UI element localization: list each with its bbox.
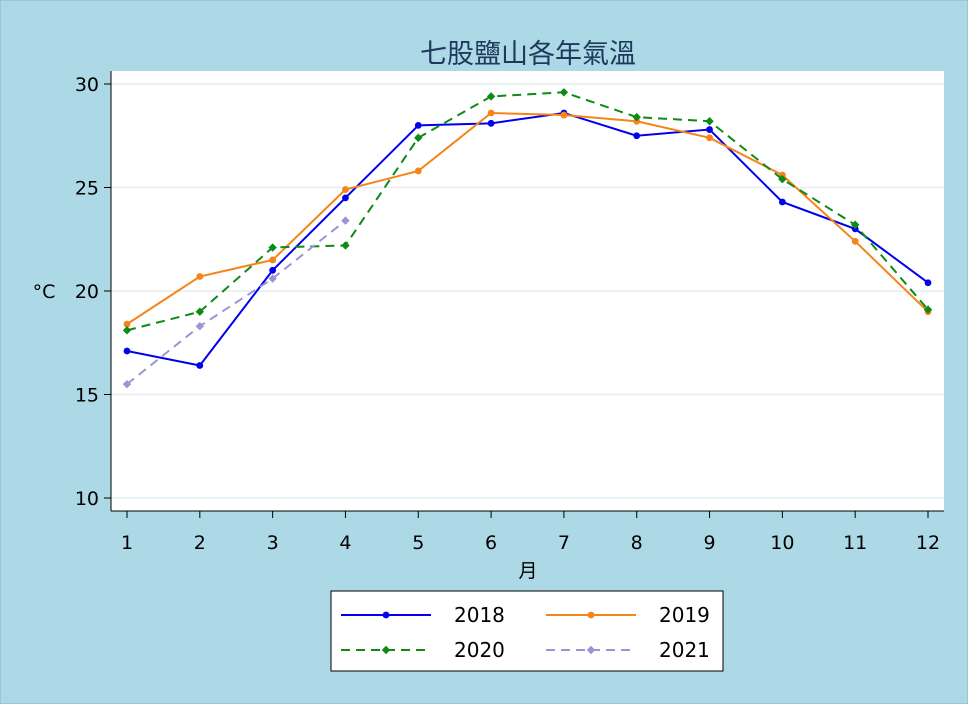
legend-label: 2020 [454, 638, 505, 662]
data-point [851, 237, 859, 245]
data-point [778, 175, 787, 184]
data-point [487, 119, 495, 127]
x-tick-label: 6 [485, 532, 497, 554]
data-point [924, 279, 932, 287]
x-tick-label: 10 [770, 532, 794, 554]
data-point [923, 305, 933, 314]
data-point [196, 273, 204, 280]
legend-item-2019: 2019 [546, 603, 710, 627]
data-point [123, 320, 131, 328]
chart-title: 七股鹽山各年氣溫 [420, 39, 636, 70]
data-point [195, 321, 205, 331]
data-point [414, 167, 422, 175]
legend-item-2018: 2018 [341, 603, 505, 627]
y-tick-label: 25 [75, 178, 99, 200]
x-tick-label: 3 [267, 532, 279, 554]
legend-marker [382, 611, 390, 619]
data-point [195, 307, 205, 316]
data-point [122, 326, 132, 335]
series-line-2021 [126, 219, 347, 385]
data-point [705, 117, 714, 126]
y-axis-label: °C [33, 281, 56, 303]
y-tick-label: 15 [75, 385, 99, 407]
data-point [486, 92, 496, 101]
data-point [414, 122, 422, 129]
data-point [706, 126, 713, 133]
data-point [778, 198, 786, 206]
x-tick-label: 8 [631, 532, 643, 554]
series-line-2020 [126, 91, 929, 332]
series-2020 [122, 88, 933, 335]
data-point [559, 88, 569, 97]
x-tick-label: 11 [843, 532, 867, 554]
legend-label: 2021 [659, 638, 710, 662]
x-tick-label: 7 [558, 532, 570, 554]
data-point [706, 134, 713, 142]
data-point [342, 186, 349, 193]
legend-item-2021: 2021 [546, 638, 710, 662]
data-point [269, 256, 277, 264]
data-point [633, 132, 641, 140]
y-tick-label: 10 [75, 488, 99, 510]
series-lines [122, 88, 933, 389]
legend-label: 2018 [454, 603, 505, 627]
data-point [850, 220, 860, 229]
data-point [122, 379, 132, 389]
data-point [268, 274, 277, 283]
data-point [487, 109, 495, 117]
data-point [268, 243, 277, 252]
legend-marker [586, 645, 596, 655]
x-tick-label: 5 [412, 532, 424, 554]
legend-box [330, 590, 724, 672]
data-point [341, 216, 350, 225]
legend-item-2020: 2020 [341, 638, 505, 662]
data-point [560, 111, 568, 119]
data-point [414, 133, 423, 143]
x-tick-label: 9 [703, 532, 715, 554]
y-tick-label: 30 [75, 74, 99, 96]
series-2021 [122, 216, 350, 389]
legend-marker [587, 611, 595, 619]
y-tick-label: 20 [75, 281, 99, 303]
x-tick-label: 12 [916, 532, 940, 554]
data-point [632, 112, 641, 122]
data-point [196, 362, 204, 369]
legend: 2018 2019 2020 2021 [330, 590, 724, 672]
legend-marker [381, 645, 391, 655]
x-tick-label: 2 [194, 532, 206, 554]
legend-label: 2019 [659, 603, 710, 627]
data-point [342, 194, 349, 202]
x-tick-label: 4 [339, 532, 351, 554]
x-axis-label: 月 [518, 560, 537, 582]
data-point [269, 266, 277, 274]
gridlines [111, 83, 944, 499]
data-point [341, 241, 350, 250]
x-tick-label: 1 [121, 532, 133, 554]
data-point [123, 347, 131, 355]
